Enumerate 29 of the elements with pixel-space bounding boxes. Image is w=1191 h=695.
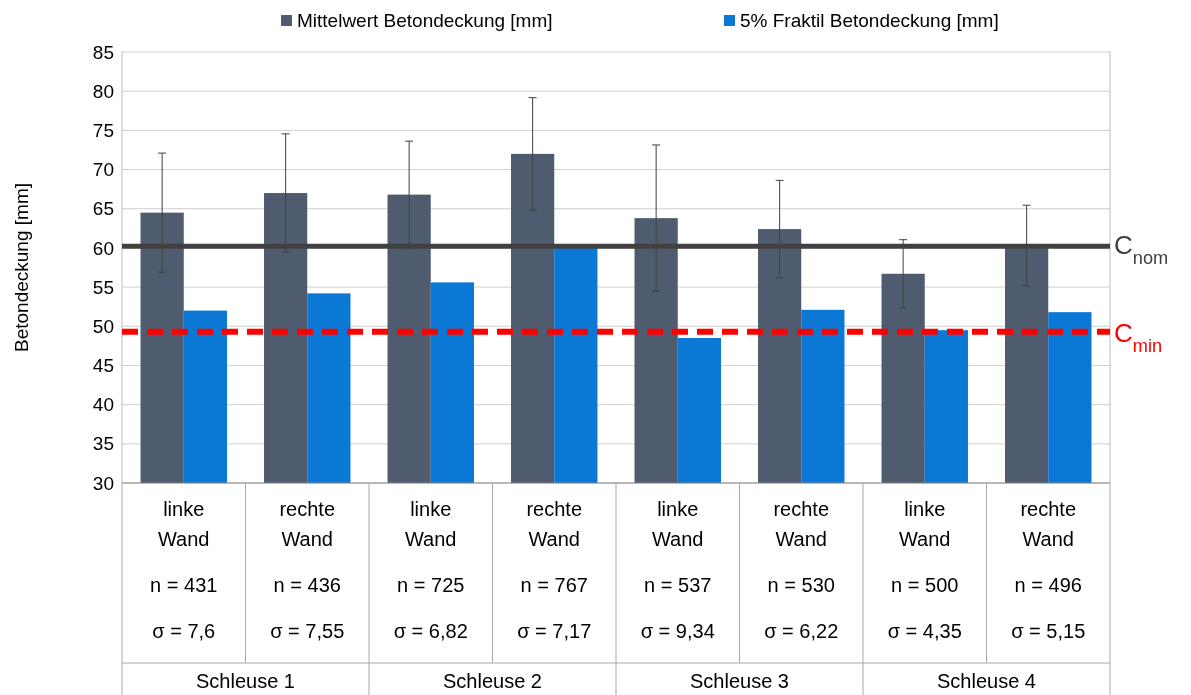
text: Schleuse 4 [937,670,1036,692]
y-tick-label: 55 [92,276,114,298]
category-label: linke Wand n = 431 σ = 7,6 [150,498,218,642]
category-label: linke Wand n = 500 σ = 4,35 [887,498,962,642]
text: Schleuse 3 [690,670,789,692]
category-label: linke Wand n = 537 σ = 9,34 [640,498,715,642]
ref-line-label: C$_{nom}$ [1114,230,1169,269]
y-tick-label: 85 [92,41,114,63]
legend-label: 5% Fraktil Betondeckung [mm] [740,10,999,31]
category-label: rechte Wand n = 436 σ = 7,55 [270,498,345,642]
y-tick-label: 65 [92,198,114,220]
y-tick-label: 45 [92,355,114,377]
y-tick-label: 75 [92,120,114,142]
y-tick-label: 35 [92,433,114,455]
ref-line-label: C$_{min}$ [1114,318,1163,357]
legend-label: Mittelwert Betondeckung [mm] [297,10,553,31]
category-label: rechte Wand n = 767 σ = 7,17 [517,498,592,642]
y-tick-label: 50 [92,315,114,337]
category-label: rechte Wand n = 530 σ = 6,22 [764,498,839,642]
y-tick-label: 40 [92,394,114,416]
text: Schleuse 2 [443,670,542,692]
category-label: linke Wand n = 725 σ = 6,82 [393,498,468,642]
y-axis-title: Betondeckung [mm] [11,183,32,352]
category-label: rechte Wand n = 496 σ = 5,15 [1011,498,1086,642]
y-tick-label: 60 [92,237,114,259]
y-tick-label: 70 [92,159,114,181]
y-tick-label: 80 [92,80,114,102]
y-tick-label: 30 [92,472,114,494]
text: Schleuse 1 [196,670,295,692]
